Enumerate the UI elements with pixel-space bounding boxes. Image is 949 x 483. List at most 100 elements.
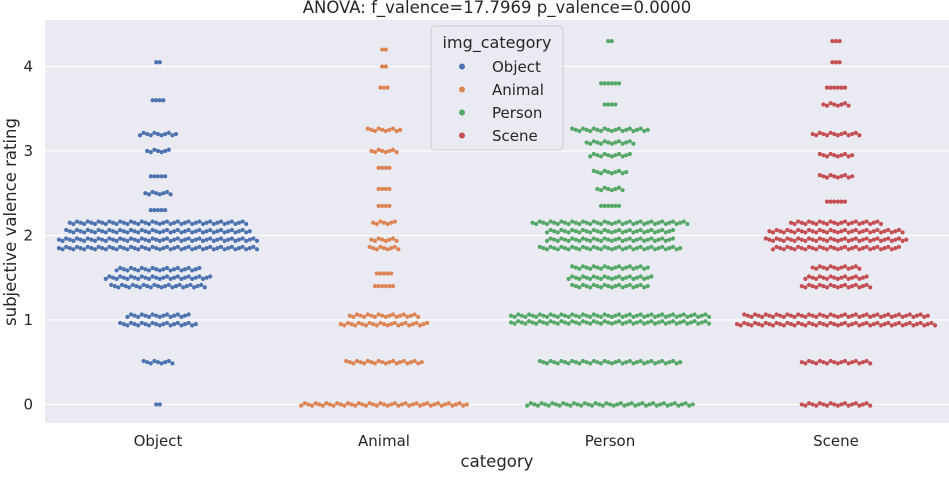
- data-point: [570, 282, 575, 288]
- data-point: [376, 284, 381, 289]
- data-point: [146, 323, 152, 328]
- data-point: [598, 285, 604, 290]
- y-tick-label: 0: [23, 395, 33, 413]
- data-point: [864, 236, 869, 241]
- data-point: [159, 174, 164, 179]
- data-point: [118, 227, 123, 233]
- data-point: [832, 220, 837, 225]
- data-point: [846, 361, 851, 366]
- data-point: [577, 266, 582, 271]
- data-point: [616, 151, 622, 157]
- data-point: [853, 320, 858, 326]
- data-point: [645, 313, 650, 318]
- data-point: [788, 322, 794, 327]
- data-point: [810, 360, 815, 365]
- data-point: [598, 203, 604, 208]
- data-point: [624, 265, 629, 270]
- data-point: [645, 275, 650, 280]
- data-point: [907, 320, 912, 326]
- data-point: [835, 266, 840, 271]
- data-point: [627, 264, 632, 269]
- data-point: [609, 285, 614, 290]
- data-point: [175, 227, 180, 233]
- data-point: [215, 229, 220, 234]
- data-point: [398, 313, 403, 318]
- data-point: [914, 313, 920, 318]
- data-point: [236, 237, 242, 242]
- data-point: [56, 237, 62, 242]
- data-point: [152, 174, 157, 179]
- data-point: [606, 284, 611, 289]
- data-point: [208, 274, 213, 279]
- data-point: [541, 313, 546, 318]
- data-point: [591, 274, 596, 279]
- data-point: [821, 220, 826, 225]
- data-point: [663, 230, 668, 235]
- data-point: [817, 172, 822, 178]
- data-point: [598, 266, 604, 271]
- data-point: [911, 314, 916, 320]
- data-point: [236, 220, 242, 225]
- data-point: [387, 148, 392, 154]
- data-point: [803, 221, 808, 227]
- data-point: [419, 360, 424, 365]
- data-point: [842, 85, 848, 90]
- data-point: [839, 199, 844, 204]
- data-point: [602, 168, 607, 173]
- data-point: [580, 227, 586, 233]
- data-point: [374, 221, 379, 227]
- data-point: [532, 402, 537, 407]
- data-point: [385, 247, 390, 252]
- data-point: [580, 319, 586, 324]
- data-point: [806, 236, 812, 241]
- data-point: [810, 246, 815, 251]
- data-point: [193, 275, 198, 280]
- data-point: [799, 322, 804, 327]
- data-point: [154, 246, 159, 251]
- data-point: [828, 101, 833, 106]
- data-point: [674, 361, 679, 366]
- data-point: [387, 360, 392, 365]
- data-point: [656, 360, 661, 365]
- data-point: [548, 358, 553, 364]
- data-point: [363, 403, 369, 408]
- data-point: [609, 128, 614, 134]
- data-point: [864, 358, 869, 364]
- data-point: [846, 238, 851, 243]
- data-point: [613, 81, 618, 86]
- data-point: [817, 244, 822, 250]
- data-point: [799, 360, 804, 365]
- data-point: [584, 313, 589, 318]
- data-point: [580, 282, 586, 288]
- data-point: [670, 319, 676, 324]
- data-point: [161, 229, 166, 234]
- data-point: [143, 237, 148, 242]
- data-point: [663, 361, 668, 366]
- legend-entry-label: Object: [492, 58, 541, 76]
- data-point: [392, 219, 397, 224]
- data-point: [157, 268, 162, 273]
- data-point: [197, 265, 202, 271]
- data-point: [410, 322, 415, 327]
- data-point: [817, 358, 822, 364]
- data-point: [132, 246, 137, 251]
- data-point: [580, 264, 586, 269]
- data-point: [552, 360, 557, 365]
- data-point: [875, 320, 880, 326]
- data-point: [588, 321, 593, 326]
- data-point: [136, 238, 141, 243]
- data-point: [817, 130, 822, 135]
- data-point: [85, 244, 90, 250]
- data-point: [803, 361, 808, 366]
- data-point: [597, 402, 602, 407]
- data-point: [67, 220, 72, 225]
- data-point: [627, 139, 632, 144]
- data-point: [656, 320, 661, 325]
- data-point: [114, 238, 119, 243]
- data-point: [602, 139, 607, 144]
- data-point: [380, 360, 385, 365]
- data-point: [767, 313, 772, 318]
- data-point: [642, 128, 647, 134]
